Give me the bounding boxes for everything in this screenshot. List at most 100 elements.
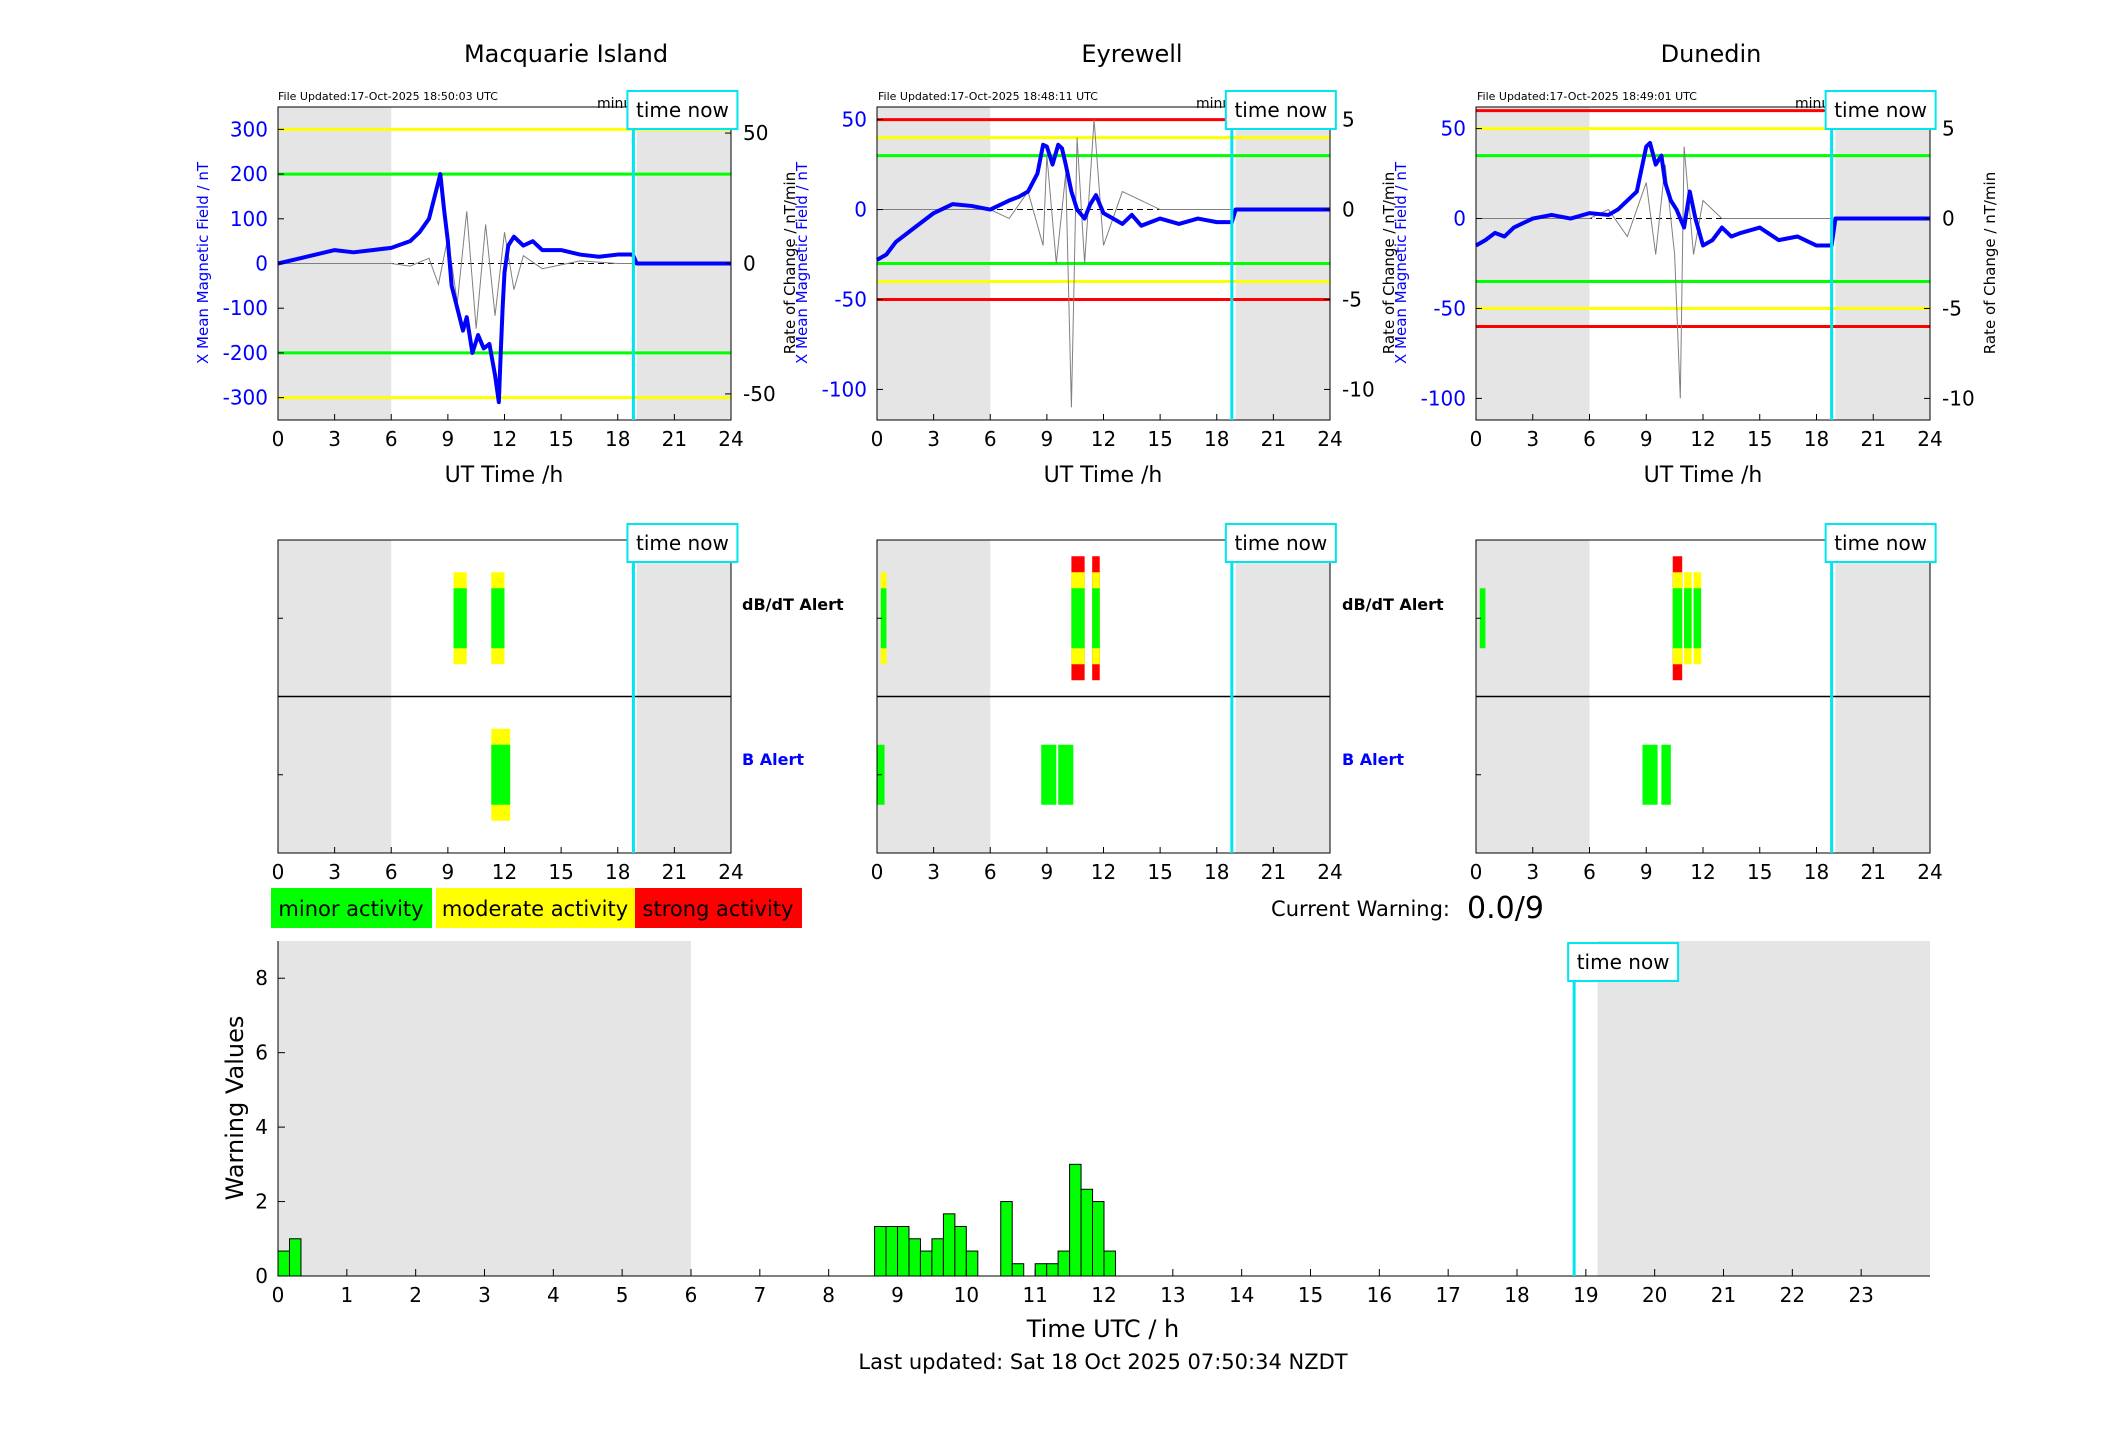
x-tick-label: 6	[984, 427, 997, 451]
b-alert-label: B Alert	[742, 750, 804, 769]
x-tick-label: 16	[1367, 1283, 1392, 1307]
x-tick-label: 14	[1229, 1283, 1254, 1307]
x-tick-label: 3	[927, 860, 940, 884]
y-tick-label: 4	[255, 1115, 268, 1139]
dbdt-alert-block	[453, 588, 467, 649]
x-tick-label: 12	[1690, 427, 1715, 451]
y-tick-label: 6	[255, 1041, 268, 1065]
x-tick-label: 24	[718, 860, 743, 884]
x-tick-label: 12	[1690, 860, 1715, 884]
x-field-line	[876, 142, 1330, 262]
x-tick-label: 18	[1204, 860, 1229, 884]
station-title: Eyrewell	[1081, 40, 1182, 68]
y-tick-label: -300	[223, 386, 268, 410]
b-alert-block	[1041, 744, 1057, 805]
warning-bar	[1103, 1250, 1116, 1277]
x-tick-label: 12	[1091, 860, 1116, 884]
file-updated-label: File Updated:17-Oct-2025 18:48:11 UTC	[878, 90, 1098, 103]
station-title: Macquarie Island	[464, 40, 668, 68]
dbdt-alert-block	[1684, 588, 1692, 649]
x-tick-label: 15	[548, 860, 573, 884]
y-tick-label: 100	[230, 207, 268, 231]
x-tick-label: 9	[1640, 427, 1653, 451]
y-tick-label: -50	[834, 287, 867, 311]
x-axis-label: UT Time /h	[1644, 463, 1763, 488]
x-tick-label: 15	[1298, 1283, 1323, 1307]
station-panel-macquarie: Macquarie Island File Updated:17-Oct-202…	[194, 40, 776, 884]
x-tick-label: 3	[1526, 860, 1539, 884]
x-tick-label: 21	[1861, 860, 1886, 884]
dbdt-alert-block	[1092, 588, 1100, 649]
x-tick-label: 9	[1041, 860, 1054, 884]
x-tick-label: 24	[1317, 860, 1342, 884]
warning-bar	[931, 1238, 944, 1277]
legend-swatch-strong	[635, 888, 802, 928]
b-alert-label: B Alert	[1342, 750, 1404, 769]
x-tick-label: 21	[1711, 1283, 1736, 1307]
x-tick-label: 7	[753, 1283, 766, 1307]
dbdt-alert-label: dB/dT Alert	[1342, 595, 1444, 614]
night-shading	[1835, 107, 1930, 420]
x-tick-label: 3	[1526, 427, 1539, 451]
x-tick-label: 15	[1747, 860, 1772, 884]
x-tick-label: 0	[871, 427, 884, 451]
x-tick-label: 23	[1848, 1283, 1873, 1307]
x-tick-label: 2	[409, 1283, 422, 1307]
current-warning-label: Current Warning:	[1271, 897, 1450, 921]
legend-swatch-minor	[271, 888, 432, 928]
time-now-label: time now	[636, 98, 729, 122]
alert-plot-macquarie: 0 3 6 9 12 15 18 21 24 time now	[272, 523, 744, 884]
y-tick-label: -100	[1421, 386, 1466, 410]
warning-bar	[277, 1250, 290, 1277]
x-tick-label: 3	[478, 1283, 491, 1307]
warning-values-chart: 0 1 2 3 4 5 6 7 8 9 10 11 12 13 14 15 16 17 18 19 20 21 22 2302…	[255, 941, 1930, 1307]
x-tick-label: 4	[547, 1283, 560, 1307]
file-updated-label: File Updated:17-Oct-2025 18:49:01 UTC	[1477, 90, 1697, 103]
x-tick-label: 17	[1435, 1283, 1460, 1307]
dbdt-alert-block	[491, 588, 505, 649]
warning-bar	[965, 1250, 979, 1277]
time-now-label: time now	[636, 531, 729, 555]
warning-bar	[1011, 1263, 1025, 1277]
x-tick-label: 9	[891, 1283, 904, 1307]
night-shading	[278, 941, 691, 1276]
x-tick-label: 18	[605, 427, 630, 451]
dbdt-alert-block	[1693, 588, 1702, 649]
last-updated-footer: Last updated: Sat 18 Oct 2025 07:50:34 N…	[858, 1350, 1347, 1374]
x-tick-label: 0	[272, 1283, 285, 1307]
x-axis-label: Time UTC / h	[1026, 1315, 1180, 1343]
time-now-label: time now	[1234, 98, 1327, 122]
x-tick-label: 3	[927, 427, 940, 451]
x-tick-label: 21	[1861, 427, 1886, 451]
x-tick-label: 21	[1261, 860, 1286, 884]
dbdt-alert-block	[1479, 588, 1486, 649]
x-tick-label: 6	[385, 427, 398, 451]
x-tick-label: 12	[1091, 1283, 1116, 1307]
x-axis-label: UT Time /h	[445, 463, 564, 488]
y-right-tick-label: 0	[743, 252, 756, 276]
y-right-tick-label: 0	[1942, 207, 1955, 231]
station-title: Dunedin	[1661, 40, 1762, 68]
y-right-tick-label: -5	[1942, 296, 1962, 320]
y-right-tick-label: -5	[1342, 287, 1362, 311]
warning-bar	[288, 1238, 302, 1277]
b-alert-block	[491, 744, 511, 805]
dbdt-alert-label: dB/dT Alert	[742, 595, 844, 614]
alert-plot-dunedin: 0 3 6 9 12 15 18 21 24 time now	[1470, 523, 1943, 884]
y-tick-label: -50	[1433, 296, 1466, 320]
x-tick-label: 9	[1041, 427, 1054, 451]
rate-of-change-line	[278, 211, 633, 329]
x-tick-label: 21	[1261, 427, 1286, 451]
x-tick-label: 0	[1470, 860, 1483, 884]
y-right-tick-label: -10	[1342, 377, 1375, 401]
x-tick-label: 18	[605, 860, 630, 884]
x-tick-label: 22	[1780, 1283, 1805, 1307]
x-tick-label: 12	[1091, 427, 1116, 451]
x-tick-label: 6	[385, 860, 398, 884]
time-now-box	[1824, 523, 1937, 563]
y-tick-label: 300	[230, 117, 268, 141]
x-tick-label: 24	[718, 427, 743, 451]
warning-bar	[942, 1213, 956, 1277]
x-tick-label: 0	[871, 860, 884, 884]
